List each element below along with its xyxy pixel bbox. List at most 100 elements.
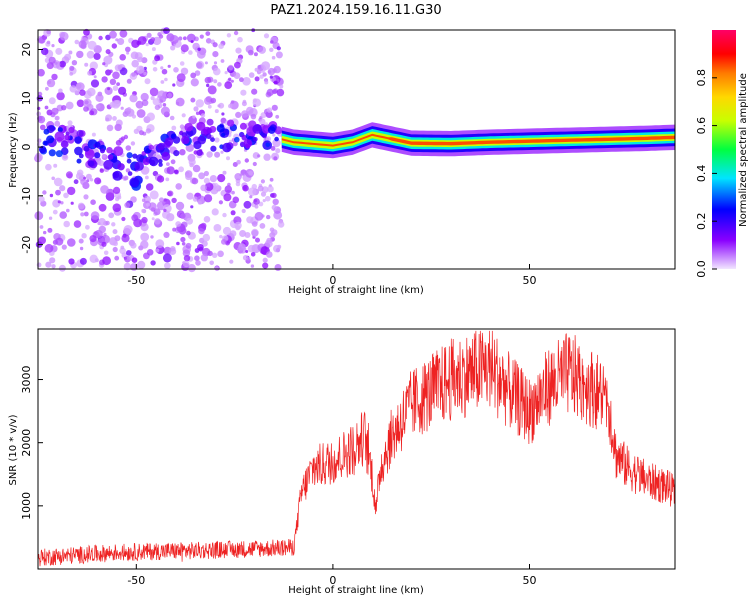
spectrogram-cell [83, 211, 89, 217]
spectrogram-cell [34, 211, 44, 221]
spectrogram-cell [126, 78, 132, 84]
spectrogram-cell [48, 56, 56, 64]
spectrogram-cell [170, 159, 176, 165]
spectrogram-cell [162, 253, 172, 263]
spectrogram-cell [158, 159, 163, 164]
spectrogram-cell [67, 186, 76, 196]
spectrogram-cell [175, 97, 185, 107]
spectrogram-cell [38, 236, 46, 245]
spectrogram-cell [209, 175, 217, 183]
spectrogram-cell [94, 141, 101, 148]
spectrogram-cell [76, 169, 84, 177]
spectrogram-cell [37, 68, 45, 77]
spectrogram-cell [81, 233, 87, 239]
spectrogram-cell [186, 192, 194, 200]
spectrogram-cell [176, 241, 180, 246]
spectrogram-cell [126, 107, 132, 112]
spectrogram-cell [252, 161, 257, 167]
spectrogram-cell [51, 73, 58, 81]
spectrogram-cell [111, 222, 116, 227]
spectrogram-cell [118, 86, 127, 95]
spectrogram-cell [37, 91, 43, 97]
colorbar-tick-label: 0.0 [695, 260, 708, 278]
spectrogram-cell [74, 136, 82, 144]
spectrogram-cell [60, 140, 69, 149]
spectrogram-cell [266, 107, 273, 113]
spectrogram-cell [109, 30, 117, 39]
spectrogram-cell [222, 226, 232, 236]
spectrogram-cell [269, 75, 273, 79]
spectrogram-cell [100, 185, 109, 194]
spectrogram-cell [60, 147, 69, 155]
spectrogram-cell [59, 60, 66, 68]
spectrogram-cell [253, 198, 260, 205]
spectrogram-cell [265, 136, 272, 142]
spectrogram-cell [265, 142, 271, 148]
spectrogram-cell [45, 86, 49, 91]
spectrogram-cell [190, 72, 197, 79]
spectrogram-cell [272, 89, 278, 95]
spectrogram-cell [98, 218, 106, 226]
spectrogram-cell [210, 137, 215, 143]
spectrogram-cell [44, 105, 49, 110]
spectrogram-cell [120, 245, 125, 250]
spectrogram-cell [105, 114, 113, 122]
spectrogram-cell [101, 76, 108, 83]
spectrogram-cell [59, 31, 69, 41]
spectrogram-cell [266, 251, 273, 258]
spectrogram-cell [239, 77, 244, 83]
snr-frame [37, 328, 676, 570]
spectrogram-cell [190, 78, 199, 87]
spectrogram-cell [63, 220, 70, 228]
spectrogram-cell [89, 235, 97, 243]
spectrogram-cell [271, 104, 278, 111]
spectrogram-cell [196, 149, 203, 156]
spectrogram-cell [239, 230, 247, 237]
spectrogram-cell [103, 55, 113, 65]
x-tick-label: -50 [127, 274, 145, 287]
spectrogram-cell [220, 59, 225, 63]
spectrogram-cell [169, 115, 175, 121]
spectrogram-cell [254, 211, 264, 221]
spectrogram-cell [120, 136, 126, 141]
spectrogram-cell [181, 242, 186, 246]
spectrogram-cell [59, 185, 66, 192]
spectrogram-cell [55, 189, 61, 196]
spectrogram-cell [75, 83, 82, 89]
spectrogram-cell [262, 262, 269, 269]
spectrogram-cell [190, 97, 196, 103]
spectrogram-cell [123, 225, 133, 234]
spectrogram-cell [87, 70, 93, 76]
spectrogram-cell [112, 229, 118, 235]
spectrogram-cell [249, 195, 253, 199]
spectrogram-cell [190, 40, 194, 44]
spectrogram-cell [61, 105, 67, 111]
spectrogram-cell [274, 136, 279, 142]
spectrogram-cell [172, 227, 177, 232]
spectrogram-cell [258, 201, 264, 207]
spectrogram-cell [42, 140, 48, 146]
spectrogram-cell [254, 76, 260, 82]
spectrogram-cell [236, 159, 241, 165]
spectrogram-cell [57, 200, 61, 204]
spectrogram-cell [37, 115, 46, 124]
spectrogram-cell [80, 212, 85, 217]
spectrogram-cell [188, 158, 196, 166]
spectrogram-cell [270, 40, 274, 44]
spectrogram-cell [113, 186, 121, 194]
spectrogram-cell [74, 146, 83, 156]
spectrogram-cell [276, 46, 281, 51]
spectrogram-cell [207, 104, 212, 109]
spectrogram-cell [227, 119, 235, 127]
spectrogram-cell [169, 35, 179, 44]
spectrogram-cell [68, 126, 75, 134]
spectrogram-cell [141, 198, 146, 202]
spectrogram-cell [179, 149, 186, 156]
spectrogram-cell [80, 178, 87, 186]
spectrogram-cell [98, 203, 107, 212]
spectrogram-cell [164, 77, 168, 82]
spectrogram-cell [220, 150, 224, 154]
spectrogram-cell [83, 28, 90, 36]
spectrogram-cell [140, 92, 149, 102]
spectrogram-cell [205, 96, 212, 103]
